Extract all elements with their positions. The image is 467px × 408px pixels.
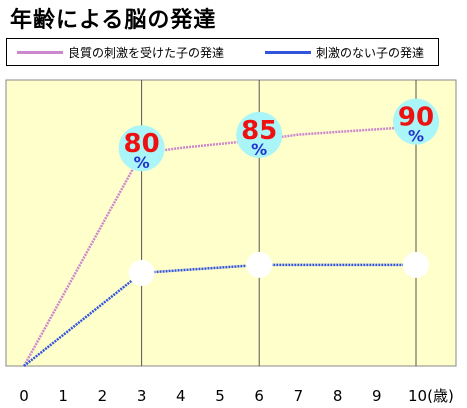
- legend-item-stimulated: 良質の刺激を受けた子の発達: [17, 39, 224, 65]
- annotation-unit-2: %: [408, 127, 424, 146]
- annotation-bubble-1: [236, 111, 283, 158]
- plot-area: [5, 79, 457, 367]
- annotations: 80%85%90%: [118, 98, 439, 172]
- legend-item-unstimulated: 刺激のない子の発達: [265, 39, 424, 65]
- annotation-bubble-0: [118, 125, 165, 172]
- x-tick-label-3: 3: [137, 387, 147, 405]
- legend-label-stimulated: 良質の刺激を受けた子の発達: [68, 45, 225, 60]
- x-tick-label-0: 0: [19, 387, 29, 405]
- annotation-value-0: 80: [124, 129, 160, 159]
- x-axis-ticks: 0 1 2 3 4 5 6 7 8 9 10(歳): [19, 387, 454, 405]
- chart-svg: 80%85%90% 0 1 2 3 4 5 6 7 8 9 10(歳): [5, 79, 457, 405]
- marker-0: [128, 259, 155, 286]
- x-tick-label-7: 7: [294, 387, 304, 405]
- x-tick-label-9: 9: [372, 387, 382, 405]
- annotation-unit-1: %: [251, 140, 267, 159]
- x-tick-label-6: 6: [254, 387, 264, 405]
- x-tick-label-10: 10(歳): [408, 387, 454, 405]
- legend-line-unstimulated: [265, 50, 311, 54]
- x-tick-label-2: 2: [98, 387, 108, 405]
- marker-1: [246, 251, 273, 278]
- legend: 良質の刺激を受けた子の発達 刺激のない子の発達: [6, 38, 439, 66]
- x-tick-label-5: 5: [215, 387, 225, 405]
- markers: [128, 251, 429, 286]
- x-tick-label-1: 1: [58, 387, 68, 405]
- marker-2: [403, 251, 429, 278]
- annotation-unit-0: %: [134, 153, 150, 172]
- legend-label-unstimulated: 刺激のない子の発達: [316, 45, 425, 60]
- chart-title: 年齢による脳の発達: [10, 8, 217, 33]
- x-tick-label-4: 4: [176, 387, 186, 405]
- annotation-bubble-2: [393, 98, 439, 145]
- x-tick-label-8: 8: [333, 387, 343, 405]
- annotation-value-2: 90: [398, 103, 434, 133]
- legend-line-stimulated: [17, 50, 63, 54]
- annotation-value-1: 85: [241, 116, 277, 146]
